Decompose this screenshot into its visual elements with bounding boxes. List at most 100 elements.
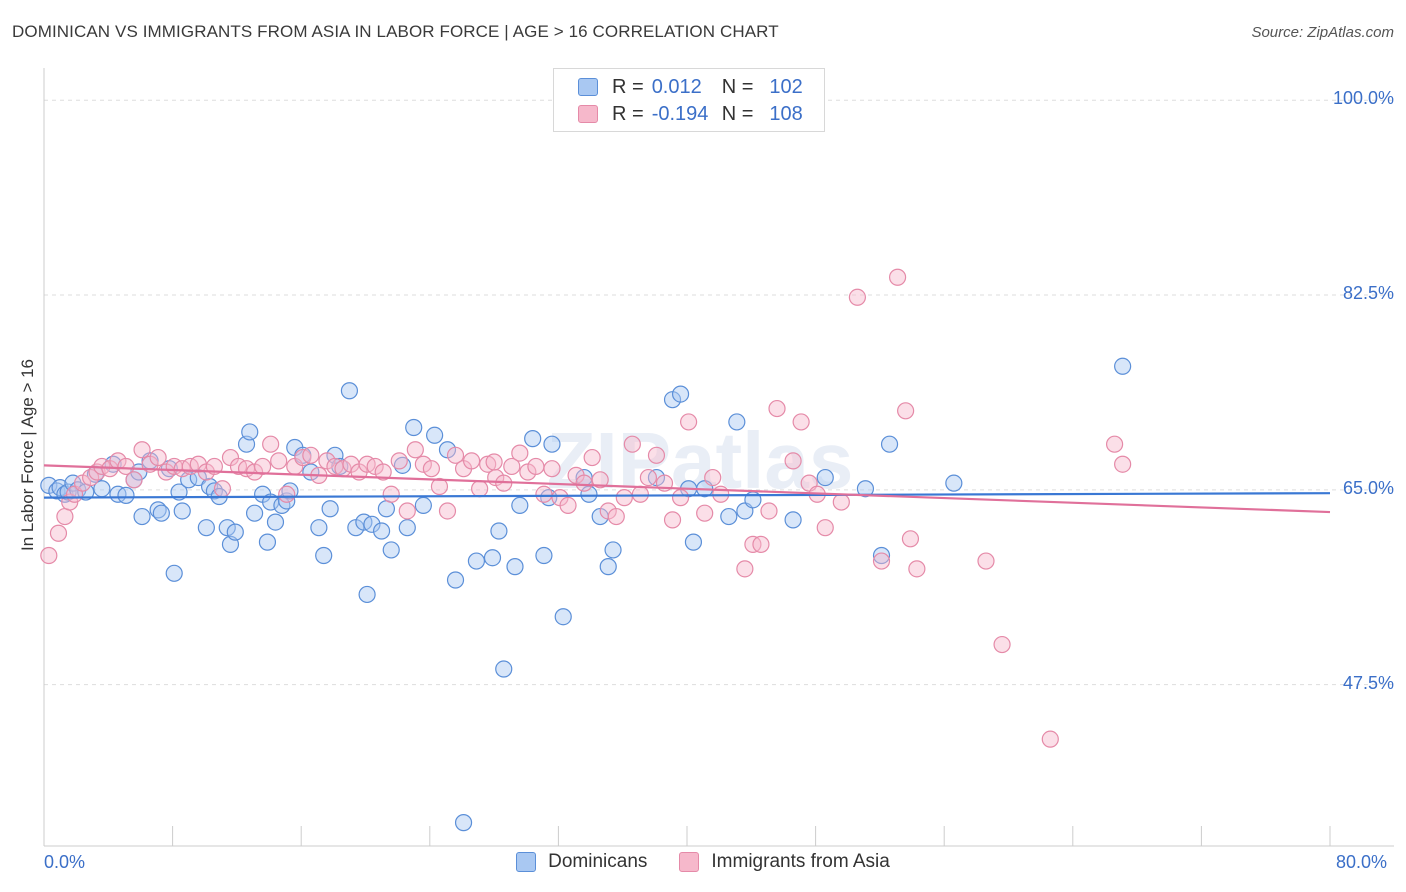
data-point xyxy=(254,457,272,476)
data-point xyxy=(1114,455,1132,473)
data-point xyxy=(543,460,561,478)
legend-r-value: 0.012 xyxy=(651,75,702,98)
data-point xyxy=(467,552,486,570)
data-point xyxy=(258,533,277,551)
data-point xyxy=(591,471,609,489)
data-point xyxy=(671,489,690,507)
data-point xyxy=(554,608,572,626)
data-point xyxy=(152,504,170,522)
data-point xyxy=(897,402,915,420)
gridlines xyxy=(44,99,1392,686)
data-point xyxy=(372,522,391,540)
data-point xyxy=(631,485,649,503)
data-point xyxy=(56,507,74,526)
y-tick-label: 100.0% xyxy=(1332,88,1394,109)
data-point xyxy=(398,519,416,537)
data-point xyxy=(270,452,288,470)
axes xyxy=(43,68,1394,847)
data-point xyxy=(880,435,899,453)
data-point xyxy=(479,455,497,473)
data-point xyxy=(302,446,320,464)
data-point xyxy=(901,530,920,548)
data-point xyxy=(720,507,738,526)
legend-label: Dominicans xyxy=(548,851,648,872)
data-point xyxy=(580,485,598,503)
data-point xyxy=(49,524,68,542)
data-point xyxy=(524,430,542,448)
data-point xyxy=(856,480,875,498)
legend-item-dominicans[interactable]: Dominicans xyxy=(516,851,647,873)
data-point xyxy=(133,507,151,526)
data-point xyxy=(1105,435,1124,453)
data-point xyxy=(340,382,359,400)
data-point xyxy=(728,413,746,431)
data-point xyxy=(197,519,215,537)
legend-label: Immigrants from Asia xyxy=(711,851,890,872)
data-point xyxy=(462,452,481,470)
data-point xyxy=(414,455,432,473)
y-tick-label: 65.0% xyxy=(1342,477,1394,498)
y-tick-label: 47.5% xyxy=(1342,672,1394,693)
data-point xyxy=(663,511,682,529)
data-point xyxy=(639,468,658,487)
data-point xyxy=(816,468,834,487)
data-point xyxy=(241,423,259,441)
data-point xyxy=(527,457,545,476)
data-point xyxy=(604,541,622,559)
source-label: Source: ZipAtlas.com xyxy=(1251,24,1394,41)
legend-n-label: N = xyxy=(721,102,754,125)
trend-line xyxy=(43,464,1331,514)
data-point xyxy=(543,435,561,453)
data-point xyxy=(321,500,339,518)
data-point xyxy=(993,635,1011,654)
data-point xyxy=(485,453,503,471)
data-point xyxy=(213,480,232,498)
data-point xyxy=(149,448,167,467)
data-point xyxy=(816,519,834,537)
legend-n-value: 102 xyxy=(769,75,803,98)
data-point xyxy=(535,485,553,503)
data-point xyxy=(125,471,143,489)
data-point xyxy=(945,474,963,492)
data-point xyxy=(438,502,457,520)
data-point xyxy=(908,560,926,578)
legend-r-label: R = xyxy=(612,102,644,125)
data-point xyxy=(315,546,333,565)
series-dominicans xyxy=(40,357,1132,832)
data-point xyxy=(266,513,285,531)
data-point xyxy=(310,519,328,537)
x-tick-max: 80.0% xyxy=(1336,852,1388,872)
legend-swatch-blue xyxy=(516,852,537,872)
legend-item-immigrants[interactable]: Immigrants from Asia xyxy=(679,851,890,873)
data-point xyxy=(680,413,698,431)
legend-stats: R = 0.012 N = 102 R = -0.194 N = 108 xyxy=(553,68,825,132)
data-point xyxy=(358,585,376,604)
data-point xyxy=(426,426,444,444)
data-point xyxy=(977,552,995,570)
data-point xyxy=(165,564,183,582)
data-point xyxy=(704,468,722,487)
data-point xyxy=(278,485,296,503)
data-point xyxy=(446,571,465,589)
legend-n-label: N = xyxy=(721,75,754,98)
data-point xyxy=(506,558,524,576)
y-tick-label: 82.5% xyxy=(1342,283,1394,304)
data-point xyxy=(615,489,633,507)
legend-row-dominicans: R = 0.012 N = 102 xyxy=(578,74,803,100)
data-point xyxy=(218,519,236,537)
trend-lines xyxy=(43,464,1331,514)
legend-row-immigrants: R = -0.194 N = 108 xyxy=(578,101,803,127)
legend-series: Dominicans Immigrants from Asia xyxy=(0,851,1406,873)
legend-n-value: 108 xyxy=(769,102,803,125)
data-point xyxy=(490,522,508,540)
data-point xyxy=(848,288,866,306)
data-point xyxy=(454,814,473,832)
data-point xyxy=(406,441,424,459)
data-point xyxy=(374,463,392,481)
data-point xyxy=(483,549,502,567)
data-point xyxy=(872,552,891,570)
data-point xyxy=(149,501,167,519)
legend-r-label: R = xyxy=(612,75,644,98)
data-point xyxy=(784,511,802,529)
data-point xyxy=(736,560,754,578)
